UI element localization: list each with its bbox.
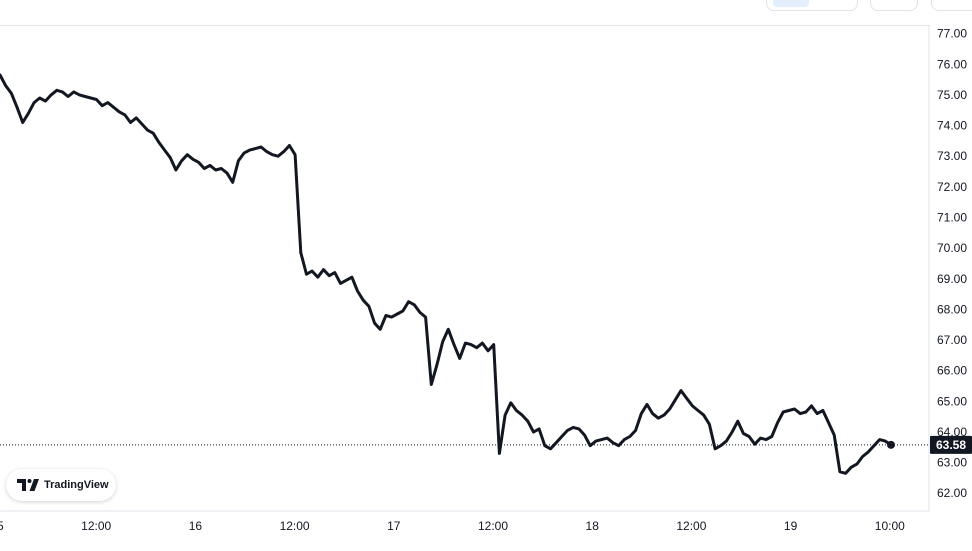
time-tick-label: 10:00 <box>875 519 905 533</box>
toolbar-button[interactable] <box>931 0 972 11</box>
last-price-label: 63.58 <box>936 438 966 452</box>
price-tick-label: 69.00 <box>937 272 967 286</box>
price-axis: 62.00 63.00 64.00 65.00 66.00 67.00 68.00 69.00… <box>937 27 967 501</box>
tradingview-watermark[interactable]: TradingView <box>6 469 116 501</box>
price-tick-label: 63.00 <box>937 456 967 470</box>
time-tick-label: 12:00 <box>478 519 508 533</box>
tradingview-brand-label: TradingView <box>44 479 109 491</box>
chart-toolbar-strip <box>0 0 972 26</box>
time-tick-label: 18 <box>586 519 600 533</box>
price-tick-label: 74.00 <box>937 119 967 133</box>
time-axis: 15 12:00 16 12:00 17 12:00 18 12:00 19 10:00 <box>0 519 905 533</box>
price-tick-label: 67.00 <box>937 333 967 347</box>
price-tick-label: 70.00 <box>937 241 967 255</box>
tradingview-logo-icon <box>17 479 39 491</box>
time-tick-label: 19 <box>784 519 798 533</box>
time-tick-label: 16 <box>189 519 203 533</box>
toolbar-button[interactable] <box>766 0 858 11</box>
time-tick-label: 12:00 <box>676 519 706 533</box>
price-tick-label: 73.00 <box>937 149 967 163</box>
toolbar-button[interactable] <box>870 0 918 11</box>
time-tick-label: 17 <box>387 519 401 533</box>
price-tick-label: 64.00 <box>937 425 967 439</box>
price-tick-label: 76.00 <box>937 57 967 71</box>
last-price-marker <box>887 440 895 449</box>
price-tick-label: 71.00 <box>937 210 967 224</box>
price-tick-label: 72.00 <box>937 180 967 194</box>
price-tick-label: 62.00 <box>937 486 967 500</box>
price-tick-label: 68.00 <box>937 302 967 316</box>
time-tick-label: 12:00 <box>280 519 310 533</box>
time-tick-label: 15 <box>0 519 4 533</box>
time-tick-label: 12:00 <box>81 519 111 533</box>
price-series-line <box>0 73 893 475</box>
price-tick-label: 77.00 <box>937 27 967 41</box>
price-tick-label: 75.00 <box>937 88 967 102</box>
price-tick-label: 65.00 <box>937 394 967 408</box>
last-price-label-bg <box>930 435 972 454</box>
price-tick-label: 66.00 <box>937 364 967 378</box>
